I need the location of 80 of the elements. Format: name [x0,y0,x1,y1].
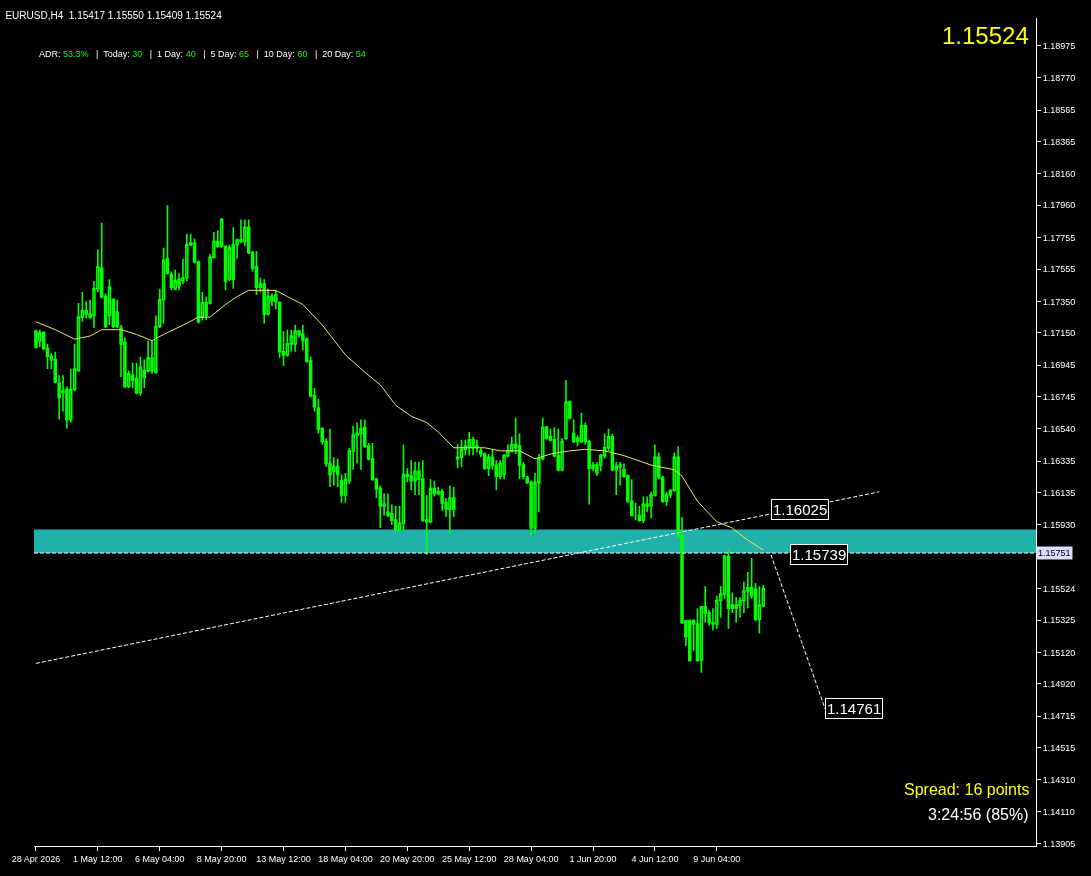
x-tick-label: 20 May 20:00 [380,853,435,864]
candlestick [579,412,584,444]
x-tick-label: 1 Jun 20:00 [569,853,617,864]
candlestick [359,418,363,471]
candlestick [467,431,471,457]
x-tick-label: 13 May 12:00 [256,853,311,864]
candlestick [185,232,189,282]
y-tick-label: 1.17555 [1042,264,1076,275]
annotation: 1.16025 [773,501,828,518]
y-tick-label: 1.13905 [1042,838,1076,849]
y-tick-label: 1.14920 [1042,679,1076,690]
candlestick [401,443,406,532]
candlestick [107,278,112,326]
text: ADR: 53.3% | Today: 30 | 1 Day: 40 | 5 Day: 65 | 10 Day: 60 | 20 Day: 54 [39,49,366,59]
candlestick [757,585,762,635]
y-tick-label: 1.17350 [1042,296,1076,307]
y-tick-label: 1.15120 [1042,647,1076,658]
candlestick [734,596,738,624]
x-tick-label: 28 May 04:00 [503,853,559,864]
y-tick-label: 1.14515 [1042,742,1076,753]
y-tick-label: 1.17960 [1042,200,1076,211]
y-tick-label: 1.15524 [1042,583,1076,594]
x-tick-label: 9 Jun 04:00 [693,853,741,864]
candlestick [254,250,259,296]
candlestick [688,618,692,663]
candlestick [475,439,479,454]
x-tick-label: 25 May 12:00 [441,853,497,864]
candlestick [486,453,491,477]
line-series [35,289,764,551]
y-tick-label: 1.16335 [1042,456,1076,467]
y-tick-label: 1.16135 [1042,487,1076,498]
candlestick [409,459,413,492]
x-tick-label: 28 Apr 2026 [11,853,61,864]
candlestick [293,324,297,353]
y-tick-label: 1.17150 [1042,327,1076,338]
annotation: Spread: 16 points [904,781,1030,798]
x-tick-label: 8 May 20:00 [196,853,247,864]
y-tick-label: 1.18975 [1042,40,1076,51]
annotation: 1.14761 [827,700,882,717]
candlestick [571,418,576,444]
x-tick-label: 4 Jun 12:00 [631,853,679,864]
candlestick [328,428,332,488]
candlestick [633,502,638,521]
candlestick [413,461,417,496]
candlestick [471,435,475,457]
annotation: 3:24:56 (85%) [928,806,1029,823]
x-tick-label: 18 May 04:00 [318,853,373,864]
candlestick [34,328,38,350]
y-tick-label: 1.18365 [1042,136,1076,147]
y-tick-label: 1.14110 [1042,806,1075,817]
candlestick [448,484,452,536]
x-tick-label: 6 May 04:00 [134,853,185,864]
candlestick [393,505,398,532]
ref-line-label: 1.15751 [1038,548,1071,558]
y-tick-label: 1.18770 [1042,72,1076,83]
candlestick [262,278,266,325]
candlestick [231,226,235,290]
y-tick-label: 1.15930 [1042,520,1076,531]
candlestick [38,328,42,348]
y-tick-label: 1.16540 [1042,424,1076,434]
y-tick-label: 1.14310 [1042,775,1076,786]
annotation: 1.15524 [942,22,1029,49]
y-tick-label: 1.14715 [1042,711,1076,722]
candlestick [173,269,177,292]
candlestick [455,443,460,470]
candlestick [556,428,560,473]
y-tick-label: 1.17755 [1042,232,1076,243]
candlestick [335,457,340,488]
y-tick-label: 1.16945 [1042,360,1076,371]
chart-title: EURUSD,H4 1.15417 1.15550 1.15409 1.15524 [5,10,223,22]
y-tick-label: 1.15325 [1042,615,1076,626]
candlestick [289,328,294,353]
candlestick [629,478,634,517]
y-tick-label: 1.18565 [1042,105,1076,116]
x-tick-label: 1 May 12:00 [73,853,123,864]
candlestick [459,439,464,468]
candlestick [339,473,344,504]
y-tick-label: 1.18160 [1042,168,1076,179]
y-tick-label: 1.16745 [1042,391,1076,402]
annotation: 1.15739 [792,546,847,563]
